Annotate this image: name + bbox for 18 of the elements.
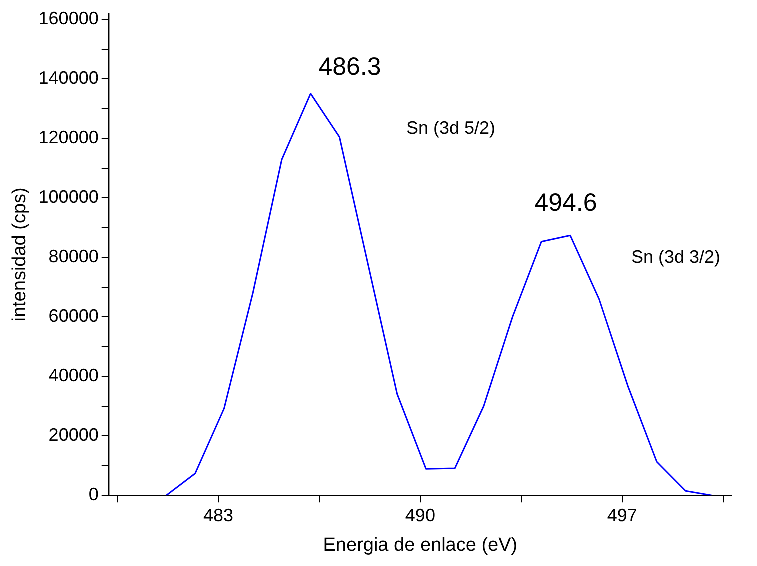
annotation: Sn (3d 5/2) [406,118,496,138]
y-tick-label: 140000 [38,68,99,88]
annotation: Sn (3d 3/2) [631,246,721,267]
y-tick-label: 120000 [38,128,99,148]
y-tick-label: 80000 [48,246,99,267]
x-tick-label: 483 [203,505,234,526]
y-tick-label: 20000 [48,425,99,446]
annotation: 494.6 [534,188,598,217]
x-tick-label: 497 [607,505,638,526]
y-axis-title: intensidad (cps) [10,188,31,322]
y-tick-label: 160000 [38,8,99,29]
y-tick-label: 60000 [48,306,99,326]
y-tick-label: 40000 [48,366,99,386]
y-tick-label: 0 [88,484,99,505]
annotation: 486.3 [318,52,382,81]
y-tick-label: 100000 [38,187,99,208]
x-axis-title: Energia de enlace (eV) [323,534,518,556]
x-tick-label: 490 [405,505,436,526]
